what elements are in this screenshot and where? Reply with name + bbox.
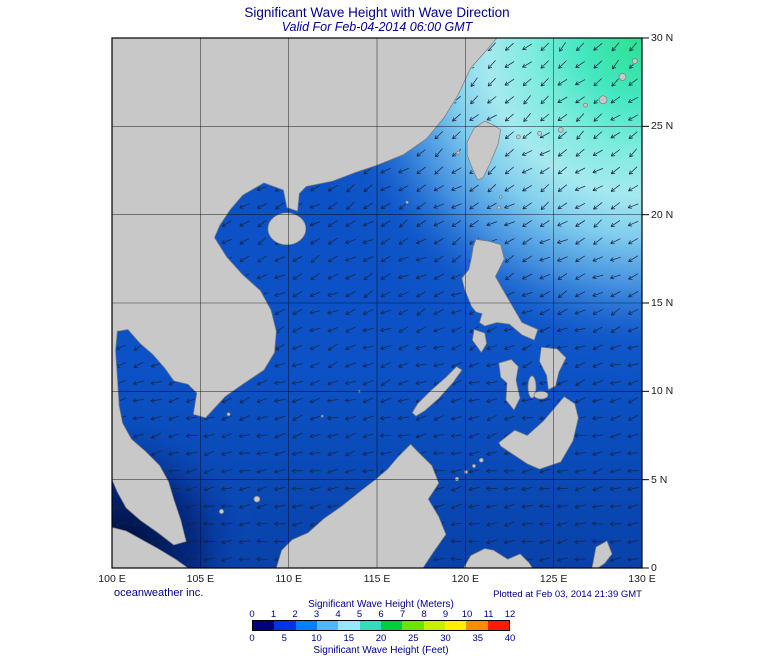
legend-feet-tick: 0 xyxy=(249,633,255,644)
legend-color-segment xyxy=(444,621,467,630)
legend-meters-title: Significant Wave Height (Meters) xyxy=(308,599,454,610)
legend-feet-ticks: 0 5 10 15 20 25 30 35 40 xyxy=(249,633,515,644)
legend-feet-title: Significant Wave Height (Feet) xyxy=(313,645,449,656)
map-canvas xyxy=(111,37,649,569)
lat-tick-label: 5 N xyxy=(651,473,668,486)
lat-tick-label: 0 xyxy=(651,562,657,574)
lat-tick-label: 20 N xyxy=(651,208,674,221)
lon-tick-label: 110 E xyxy=(275,573,302,585)
legend-feet-tick: 25 xyxy=(407,633,419,644)
legend-feet-tick: 40 xyxy=(504,633,516,644)
map-plot xyxy=(111,37,649,569)
valid-time-subtitle: Valid For Feb-04-2014 06:00 GMT xyxy=(281,20,473,34)
legend-color-segment xyxy=(466,621,488,630)
legend-meters-tick: 10 xyxy=(461,609,473,620)
legend-meters-ticks: 0 1 2 3 4 5 6 7 8 9 10 11 12 xyxy=(249,609,515,620)
legend-meters-tick: 0 xyxy=(249,609,255,620)
legend-color-segment xyxy=(423,621,445,630)
legend-feet-tick: 5 xyxy=(281,633,287,644)
legend-color-segment xyxy=(380,621,403,630)
legend-feet-tick: 30 xyxy=(440,633,451,644)
legend-meters-tick: 3 xyxy=(313,609,320,620)
lon-tick-label: 125 E xyxy=(539,573,568,585)
legend-color-segment xyxy=(338,621,360,630)
legend-color-segment xyxy=(253,621,275,630)
credit-oceanweather: oceanweather inc. xyxy=(114,587,204,599)
legend-color-segment xyxy=(402,621,424,630)
legend-feet-tick: 20 xyxy=(375,633,387,644)
legend-meters-tick: 12 xyxy=(504,609,516,620)
lat-tick-label: 10 N xyxy=(651,385,674,398)
lon-tick-label: 120 E xyxy=(451,573,480,585)
legend-color-segment xyxy=(316,621,339,630)
graticule-layer xyxy=(112,37,649,569)
legend-feet-tick: 35 xyxy=(472,633,484,644)
legend-meters-tick: 4 xyxy=(335,609,341,620)
legend-colorbar xyxy=(252,620,510,631)
lat-tick-label: 25 N xyxy=(651,120,674,133)
legend-meters-tick: 2 xyxy=(292,609,298,620)
legend-meters-tick: 1 xyxy=(270,609,277,620)
page-title: Significant Wave Height with Wave Direct… xyxy=(244,5,510,20)
lat-tick-label: 15 N xyxy=(651,297,674,309)
latitude-axis: 30 N 25 N 20 N 15 N 10 N 5 N 0 xyxy=(651,32,691,574)
legend-feet-tick: 15 xyxy=(343,633,355,644)
lon-tick-label: 100 E xyxy=(98,573,126,585)
legend-feet-tick: 10 xyxy=(311,633,322,644)
legend-meters-tick: 6 xyxy=(378,609,384,620)
legend-meters-tick: 5 xyxy=(356,609,363,620)
legend-color-segment xyxy=(295,621,317,630)
legend-color-segment xyxy=(487,621,509,630)
credit-plotted-time: Plotted at Feb 03, 2014 21:39 GMT xyxy=(493,589,642,600)
legend-meters-tick: 7 xyxy=(399,609,406,620)
legend-meters-tick: 11 xyxy=(483,609,494,620)
longitude-axis: 100 E 105 E 110 E 115 E 120 E 125 E 130 E xyxy=(98,573,655,587)
lat-tick-label: 30 N xyxy=(651,32,674,44)
lon-tick-label: 115 E xyxy=(363,573,391,585)
legend-meters-tick: 8 xyxy=(421,609,427,620)
lon-tick-label: 105 E xyxy=(186,573,215,585)
legend-color-segment xyxy=(359,621,381,630)
map-frame xyxy=(111,37,643,569)
legend-meters-tick: 9 xyxy=(442,609,449,620)
legend-color-segment xyxy=(274,621,296,630)
lon-tick-label: 130 E xyxy=(628,573,656,585)
